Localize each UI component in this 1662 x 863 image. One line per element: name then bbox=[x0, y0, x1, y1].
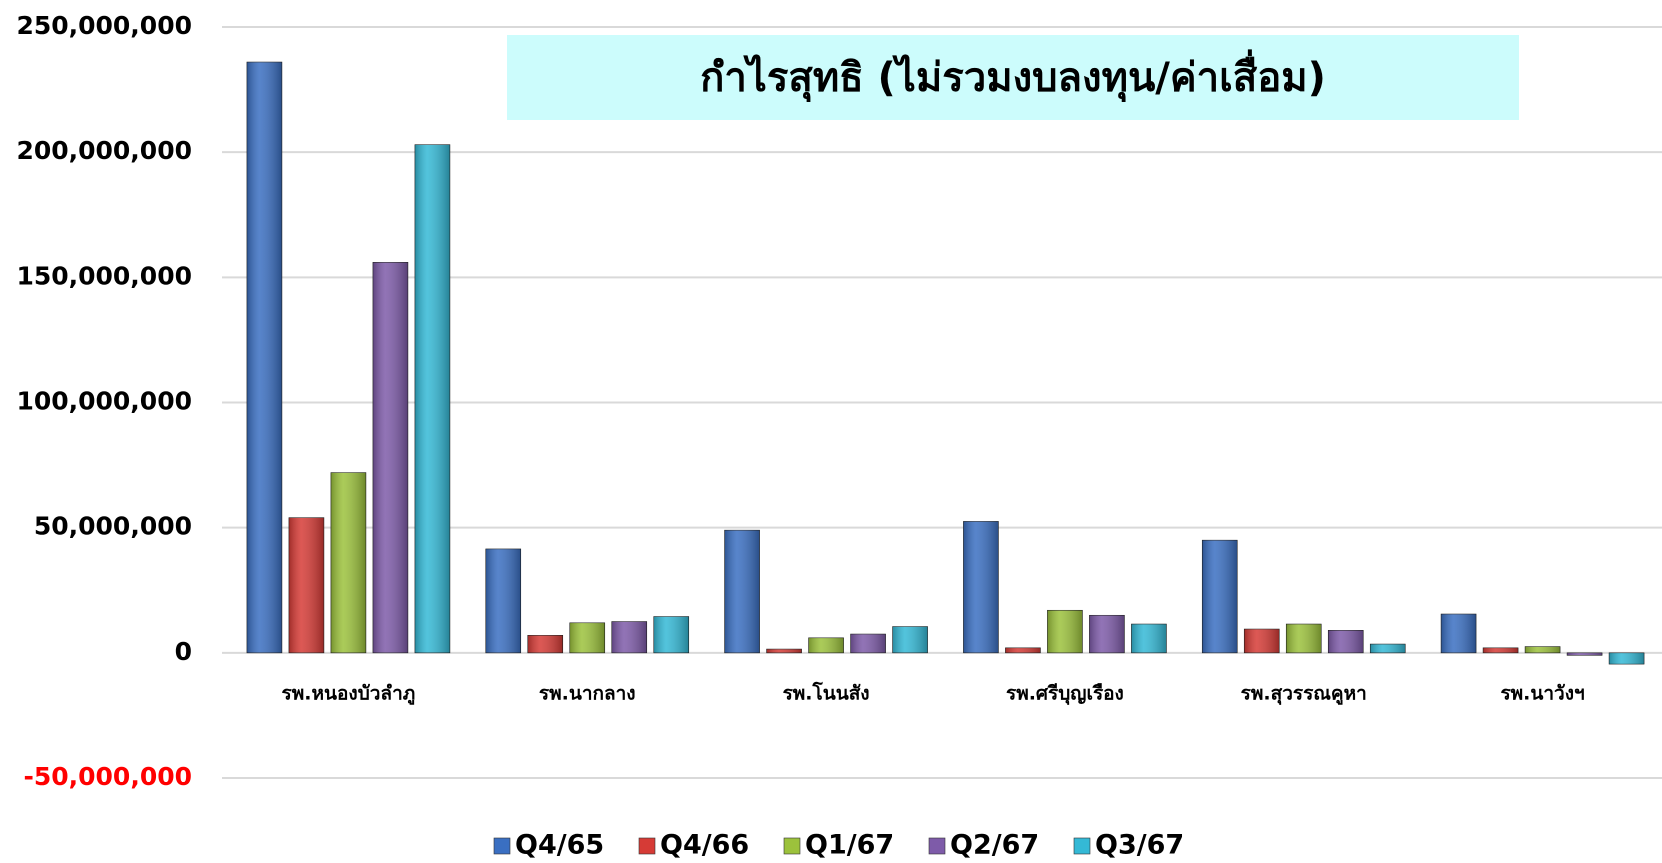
bar-shade bbox=[1609, 652, 1645, 665]
bar-shade bbox=[569, 622, 605, 653]
legend-label: Q4/66 bbox=[660, 830, 749, 861]
bar-shade bbox=[611, 621, 647, 653]
bar-shade bbox=[1286, 624, 1322, 653]
grid bbox=[222, 26, 1662, 779]
bar-shade bbox=[1089, 615, 1125, 653]
legend-swatch bbox=[1073, 837, 1091, 855]
bar-shade bbox=[288, 517, 324, 653]
y-tick-label: 150,000,000 bbox=[16, 261, 192, 290]
x-tick-label: รพ.นาวังฯ bbox=[1500, 683, 1584, 705]
bar-shade bbox=[766, 649, 802, 653]
chart-title: กำไรสุทธิ (ไม่รวมงบลงทุน/ค่าเสื่อม) bbox=[700, 49, 1326, 103]
bar-shade bbox=[1483, 647, 1519, 653]
bar-shade bbox=[246, 62, 282, 653]
bar-shade bbox=[1328, 630, 1364, 653]
bar-shade bbox=[414, 144, 450, 653]
title-box bbox=[507, 35, 1519, 120]
bar-shade bbox=[330, 472, 366, 653]
y-tick-label: 100,000,000 bbox=[16, 387, 192, 416]
bar-shade bbox=[1005, 647, 1041, 653]
legend-label: Q2/67 bbox=[950, 830, 1039, 861]
legend-swatch bbox=[928, 837, 946, 855]
y-tick-label: 200,000,000 bbox=[16, 136, 192, 165]
bar-shade bbox=[1370, 644, 1406, 653]
bar-shade bbox=[1567, 652, 1603, 656]
bar-shade bbox=[808, 637, 844, 653]
y-tick-label: 0 bbox=[175, 637, 192, 666]
bar-shade bbox=[653, 616, 689, 653]
legend-label: Q1/67 bbox=[805, 830, 894, 861]
bar-shade bbox=[1131, 624, 1167, 653]
y-tick-label: -50,000,000 bbox=[23, 762, 192, 791]
bar-shade bbox=[850, 634, 886, 653]
legend-swatch bbox=[783, 837, 801, 855]
bar-shade bbox=[1525, 646, 1561, 653]
bar-shade bbox=[485, 548, 521, 653]
bar-shade bbox=[1244, 629, 1280, 653]
legend-label: Q4/65 bbox=[515, 830, 604, 861]
bar-shade bbox=[724, 530, 760, 653]
x-tick-label: รพ.ศรีบุญเรือง bbox=[1006, 683, 1124, 706]
bar-shade bbox=[963, 521, 999, 653]
bar-shade bbox=[892, 626, 928, 653]
x-tick-label: รพ.หนองบัวลำภู bbox=[282, 683, 416, 706]
legend-swatch bbox=[493, 837, 511, 855]
y-tick-label: 50,000,000 bbox=[34, 512, 192, 541]
bar-shade bbox=[372, 262, 408, 653]
x-tick-label: รพ.สุวรรณคูหา bbox=[1241, 683, 1367, 706]
bar-shade bbox=[1047, 610, 1083, 653]
bar-shade bbox=[1202, 540, 1238, 653]
x-tick-label: รพ.โนนสัง bbox=[783, 682, 870, 705]
legend-swatch bbox=[638, 837, 656, 855]
bar-shade bbox=[1441, 614, 1477, 653]
legend-label: Q3/67 bbox=[1095, 830, 1184, 861]
bars bbox=[246, 61, 1645, 665]
x-tick-label: รพ.นากลาง bbox=[539, 683, 636, 705]
y-tick-label: 250,000,000 bbox=[16, 11, 192, 40]
bar-shade bbox=[527, 635, 563, 653]
